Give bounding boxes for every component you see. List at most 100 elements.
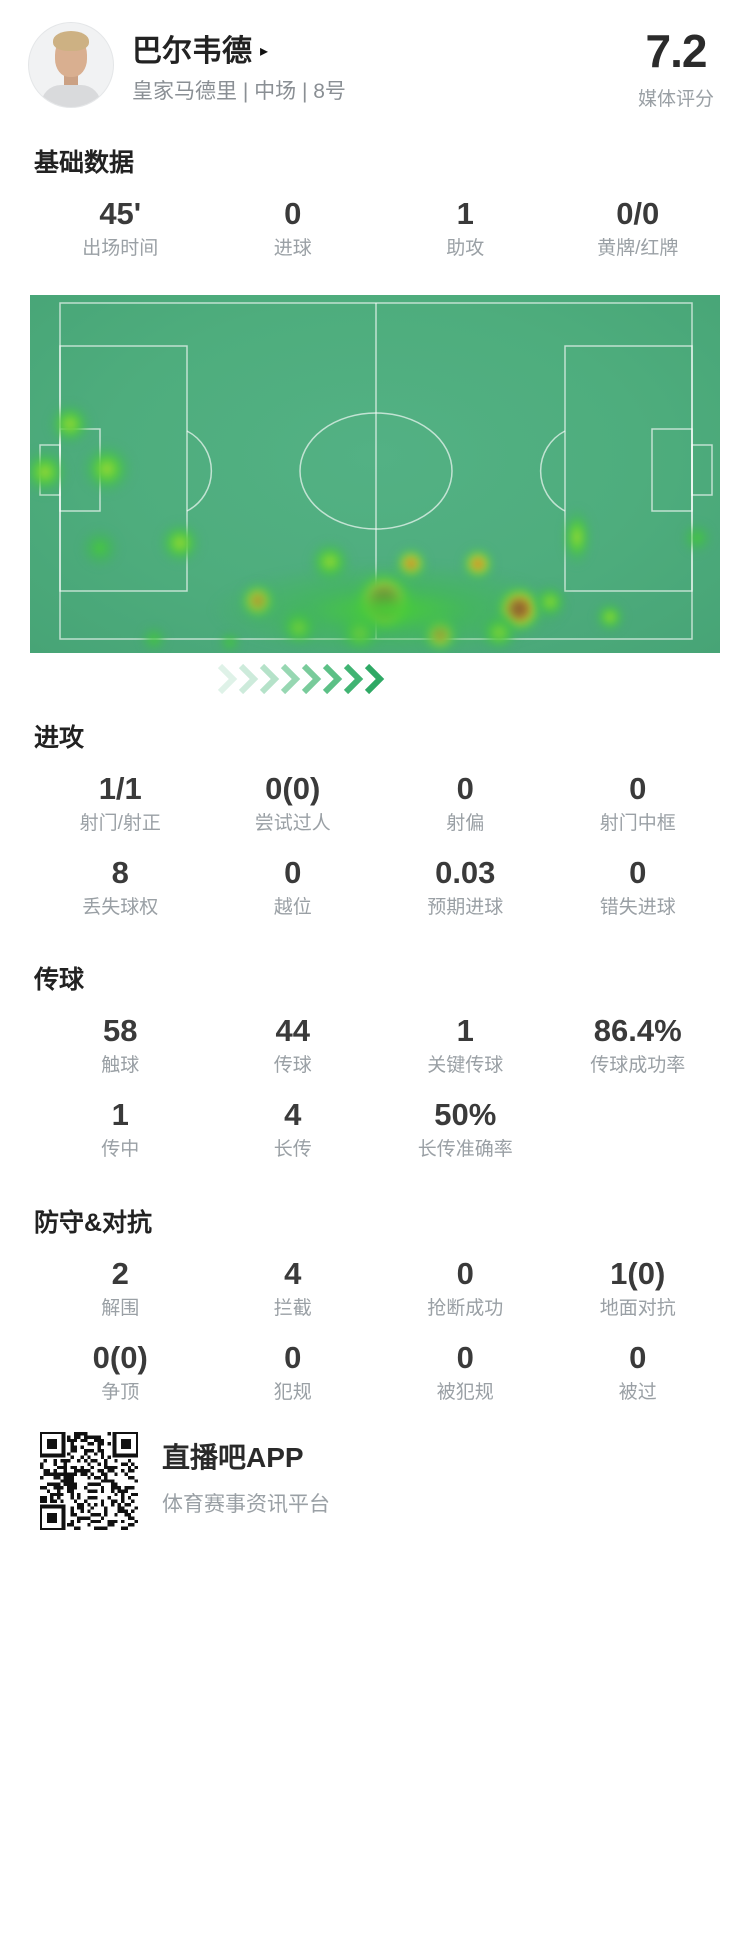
player-name-link[interactable]: 巴尔韦德 ▸ <box>132 34 346 70</box>
stat-label: 传球成功率 <box>590 1055 686 1076</box>
stat-label: 射门中框 <box>599 813 676 834</box>
stat-cell: 0 犯规 <box>207 1339 380 1405</box>
stat-cell: 50% 长传准确率 <box>379 1096 552 1162</box>
stat-label: 触球 <box>101 1055 140 1076</box>
stat-value: 44 <box>275 1013 310 1048</box>
stat-cell: 45' 出场时间 <box>34 195 207 261</box>
stat-value: 0 <box>629 855 647 890</box>
attack-stats-row: 8 丢失球权 0 越位 0.03 预期进球 0 错失进球 <box>0 854 750 920</box>
stat-cell: 0 错失进球 <box>552 854 725 920</box>
section-title-basic: 基础数据 <box>34 149 135 177</box>
touch-heatmap-pitch <box>30 295 720 653</box>
avatar-hair <box>53 31 89 51</box>
defense-stats-row: 2 解围 4 拦截 0 抢断成功 1(0) 地面对抗 <box>0 1255 750 1321</box>
avatar-shirt <box>41 85 101 107</box>
stat-cell: 1/1 射门/射正 <box>34 770 207 836</box>
section-title-defense: 防守&对抗 <box>34 1209 153 1237</box>
stat-value: 4 <box>284 1097 302 1132</box>
stat-label: 拦截 <box>273 1298 312 1319</box>
stat-value: 1 <box>456 196 474 231</box>
stat-cell: 0 被过 <box>552 1339 725 1405</box>
stat-cell: 1 传中 <box>34 1096 207 1162</box>
section-title-attack: 进攻 <box>34 724 85 752</box>
stat-cell: 4 长传 <box>207 1096 380 1162</box>
heat-blob <box>48 401 93 446</box>
stat-label: 出场时间 <box>82 238 159 259</box>
stat-value: 0(0) <box>265 771 321 806</box>
stat-value: 0(0) <box>92 1340 148 1375</box>
stat-cell: 58 触球 <box>34 1012 207 1078</box>
stat-label: 关键传球 <box>427 1055 504 1076</box>
stat-cell: 8 丢失球权 <box>34 854 207 920</box>
passing-stats-row: 1 传中 4 长传 50% 长传准确率 <box>0 1096 750 1162</box>
stat-value: 4 <box>284 1256 302 1291</box>
stat-value: 0 <box>284 196 302 231</box>
stat-cell: 0/0 黄牌/红牌 <box>552 195 725 261</box>
app-promo-footer: 直播吧APP 体育赛事资讯平台 <box>40 1432 750 1530</box>
team-position-line: 皇家马德里 | 中场 | 8号 <box>132 80 346 103</box>
stat-value: 1(0) <box>610 1256 666 1291</box>
stat-label: 黄牌/红牌 <box>597 238 679 259</box>
stat-label: 长传 <box>273 1139 312 1160</box>
heat-blob <box>81 442 134 495</box>
qr-code <box>40 1432 138 1530</box>
stat-value: 1/1 <box>98 771 142 806</box>
player-header: 巴尔韦德 ▸ 皇家马德里 | 中场 | 8号 7.2 媒体评分 <box>0 0 750 111</box>
basic-stats-row: 45' 出场时间 0 进球 1 助攻 0/0 黄牌/红牌 <box>0 195 750 261</box>
heat-blob <box>208 562 569 653</box>
stat-value: 50% <box>434 1097 497 1132</box>
stat-value: 45' <box>99 196 142 231</box>
stat-label: 解围 <box>101 1298 140 1319</box>
stat-cell: 0 抢断成功 <box>379 1255 552 1321</box>
stat-label: 射门/射正 <box>79 813 161 834</box>
stat-value: 0 <box>456 771 474 806</box>
stat-label: 被犯规 <box>436 1382 494 1403</box>
stat-cell: 0(0) 争顶 <box>34 1339 207 1405</box>
stat-cell: 0 被犯规 <box>379 1339 552 1405</box>
heat-blob <box>681 522 714 555</box>
stat-label: 助攻 <box>446 238 485 259</box>
chevron-right-icons <box>217 663 385 695</box>
section-title-passing: 传球 <box>34 966 85 994</box>
stat-label: 错失进球 <box>599 897 676 918</box>
stat-value: 0 <box>456 1340 474 1375</box>
stat-label: 争顶 <box>101 1382 140 1403</box>
stat-value: 0 <box>284 855 302 890</box>
stat-value: 86.4% <box>593 1013 682 1048</box>
stat-label: 射偏 <box>446 813 485 834</box>
stat-value: 0 <box>629 771 647 806</box>
stat-cell: 0.03 预期进球 <box>379 854 552 920</box>
stat-value: 0.03 <box>435 855 496 890</box>
attack-stats-row: 1/1 射门/射正 0(0) 尝试过人 0 射偏 0 射门中框 <box>0 770 750 836</box>
stat-cell: 0 越位 <box>207 854 380 920</box>
stat-cell: 4 拦截 <box>207 1255 380 1321</box>
stat-label: 抢断成功 <box>427 1298 504 1319</box>
stat-value: 0 <box>456 1256 474 1291</box>
stat-label: 进球 <box>273 238 312 259</box>
heat-blob <box>157 521 202 566</box>
stat-cell: 1 助攻 <box>379 195 552 261</box>
heat-blob <box>30 447 70 496</box>
stat-label: 犯规 <box>273 1382 312 1403</box>
heat-blob <box>140 624 169 653</box>
stat-value: 1 <box>111 1097 129 1132</box>
caret-right-icon: ▸ <box>260 43 269 60</box>
stat-label: 尝试过人 <box>254 813 331 834</box>
stat-label: 被过 <box>618 1382 657 1403</box>
stat-cell: 2 解围 <box>34 1255 207 1321</box>
stat-label: 越位 <box>273 897 312 918</box>
stat-value: 0 <box>284 1340 302 1375</box>
heat-blob <box>593 601 626 634</box>
heat-blob <box>79 528 120 569</box>
stat-label: 传中 <box>101 1139 140 1160</box>
defense-stats-row: 0(0) 争顶 0 犯规 0 被犯规 0 被过 <box>0 1339 750 1405</box>
passing-stats-row: 58 触球 44 传球 1 关键传球 86.4% 传球成功率 <box>0 1012 750 1078</box>
app-name: 直播吧APP <box>162 1442 304 1473</box>
heat-blob <box>218 630 243 653</box>
stat-cell: 0 射偏 <box>379 770 552 836</box>
stat-cell: 86.4% 传球成功率 <box>552 1012 725 1078</box>
stat-cell: 1 关键传球 <box>379 1012 552 1078</box>
stat-cell: 0 进球 <box>207 195 380 261</box>
stat-label: 地面对抗 <box>599 1298 676 1319</box>
player-avatar[interactable] <box>28 22 114 108</box>
